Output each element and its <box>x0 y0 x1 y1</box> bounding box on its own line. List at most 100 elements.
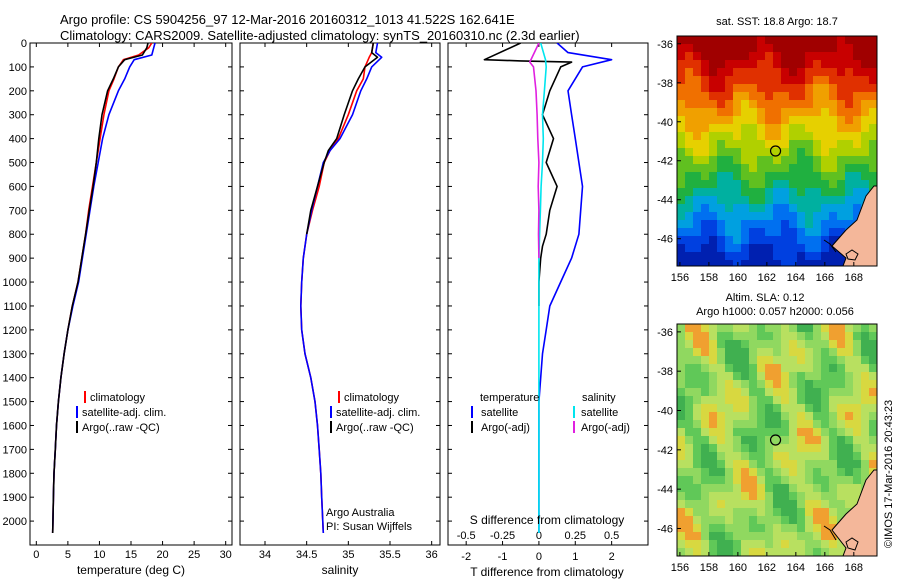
map-cell <box>733 244 741 252</box>
map-cell <box>869 348 877 356</box>
map-cell <box>717 140 725 148</box>
map-x-tick-label: 156 <box>671 562 689 574</box>
map-cell <box>797 260 805 266</box>
map-cell <box>813 444 821 452</box>
map-cell <box>677 124 685 132</box>
map-cell <box>853 364 861 372</box>
map-cell <box>677 140 685 148</box>
map-cell <box>773 356 781 364</box>
map-cell <box>717 116 725 124</box>
map-cell <box>765 428 773 436</box>
map-cell <box>821 460 829 468</box>
map-cell <box>813 60 821 68</box>
map-cell <box>845 36 853 44</box>
map-cell <box>853 172 861 180</box>
map-cell <box>693 228 701 236</box>
map-cell <box>797 356 805 364</box>
map-cell <box>749 460 757 468</box>
map-cell <box>717 212 725 220</box>
map-cell <box>821 444 829 452</box>
map-cell <box>693 364 701 372</box>
map-cell <box>741 36 749 44</box>
map-cell <box>749 60 757 68</box>
map-cell <box>765 36 773 44</box>
map-cell <box>813 124 821 132</box>
map-cell <box>693 164 701 172</box>
map-cell <box>845 60 853 68</box>
map-cell <box>805 372 813 380</box>
map-cell <box>829 124 837 132</box>
map-cell <box>765 156 773 164</box>
map-cell <box>773 460 781 468</box>
map-cell <box>677 372 685 380</box>
map-cell <box>709 340 717 348</box>
map-cell <box>717 252 725 260</box>
map-x-tick-label: 164 <box>787 272 805 284</box>
map-cell <box>741 44 749 52</box>
map-cell <box>789 196 797 204</box>
map-cell <box>781 172 789 180</box>
map-cell <box>845 340 853 348</box>
map-cell <box>821 84 829 92</box>
map-cell <box>829 44 837 52</box>
series-line <box>538 43 613 533</box>
map-cell <box>773 364 781 372</box>
map-cell <box>789 484 797 492</box>
map-cell <box>861 476 869 484</box>
map-cell <box>781 532 789 540</box>
map-cell <box>829 508 837 516</box>
map-cell <box>701 180 709 188</box>
map-cell <box>845 76 853 84</box>
map-cell <box>829 132 837 140</box>
map-cell <box>773 492 781 500</box>
map-cell <box>797 460 805 468</box>
map-cell <box>797 508 805 516</box>
map-cell <box>749 548 757 556</box>
map-cell <box>717 108 725 116</box>
map-cell <box>853 60 861 68</box>
map-cell <box>781 484 789 492</box>
map-cell <box>717 404 725 412</box>
map-cell <box>741 452 749 460</box>
map-cell <box>773 428 781 436</box>
map-cell <box>829 236 837 244</box>
map-cell <box>797 68 805 76</box>
map-cell <box>733 180 741 188</box>
map-cell <box>685 468 693 476</box>
map-cell <box>797 92 805 100</box>
x-tick-label: 35 <box>342 549 354 561</box>
map-cell <box>789 332 797 340</box>
map-cell <box>805 460 813 468</box>
map-cell <box>741 100 749 108</box>
map-cell <box>773 172 781 180</box>
x-tick-label: 30 <box>220 549 232 561</box>
map-cell <box>829 356 837 364</box>
map-cell <box>781 548 789 556</box>
legend-swatch-t-argo <box>471 421 473 433</box>
map-cell <box>733 364 741 372</box>
map-cell <box>757 388 765 396</box>
map-cell <box>821 364 829 372</box>
map-cell <box>701 260 709 266</box>
map-cell <box>805 204 813 212</box>
map-cell <box>821 44 829 52</box>
map-cell <box>789 100 797 108</box>
legend-label: climatology <box>344 392 400 404</box>
map-cell <box>869 364 877 372</box>
map-cell <box>749 372 757 380</box>
map-cell <box>765 492 773 500</box>
map-cell <box>717 420 725 428</box>
map-cell <box>701 204 709 212</box>
map-cell <box>741 540 749 548</box>
map-cell <box>789 116 797 124</box>
map-cell <box>757 148 765 156</box>
map-cell <box>677 412 685 420</box>
map-x-tick-label: 162 <box>758 272 776 284</box>
map-cell <box>821 244 829 252</box>
map-cell <box>693 180 701 188</box>
map-cell <box>813 468 821 476</box>
map-cell <box>797 524 805 532</box>
map-cell <box>765 84 773 92</box>
map-cell <box>757 92 765 100</box>
